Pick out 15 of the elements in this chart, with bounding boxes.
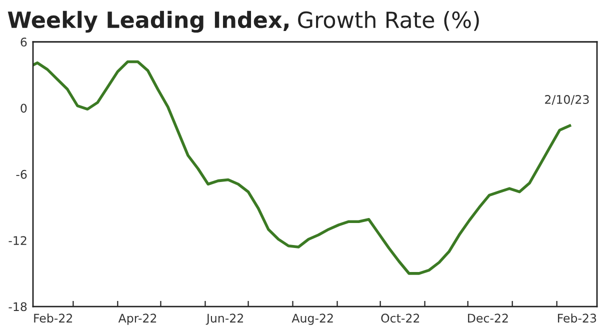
chart-title: Weekly Leading Index,: [8, 10, 288, 33]
x-tick-label: Jun-22: [206, 314, 243, 325]
x-tick-label: Oct-22: [381, 314, 420, 323]
y-tick-label: -6: [16, 170, 27, 179]
y-tick-label: 6: [20, 38, 27, 47]
x-tick-label: Feb-23: [558, 313, 596, 323]
x-tick-label: Feb-22: [34, 313, 72, 323]
chart-subtitle: Growth Rate (%): [298, 11, 479, 31]
x-tick-label: Aug-22: [292, 314, 333, 325]
y-tick-label: 0: [20, 104, 27, 113]
y-tick-label: -12: [8, 236, 26, 245]
annotation: 2/10/23: [545, 95, 589, 105]
x-tick-label: Apr-22: [118, 314, 156, 325]
y-tick-label: -18: [8, 302, 27, 312]
x-tick-label: Dec-22: [468, 314, 508, 323]
